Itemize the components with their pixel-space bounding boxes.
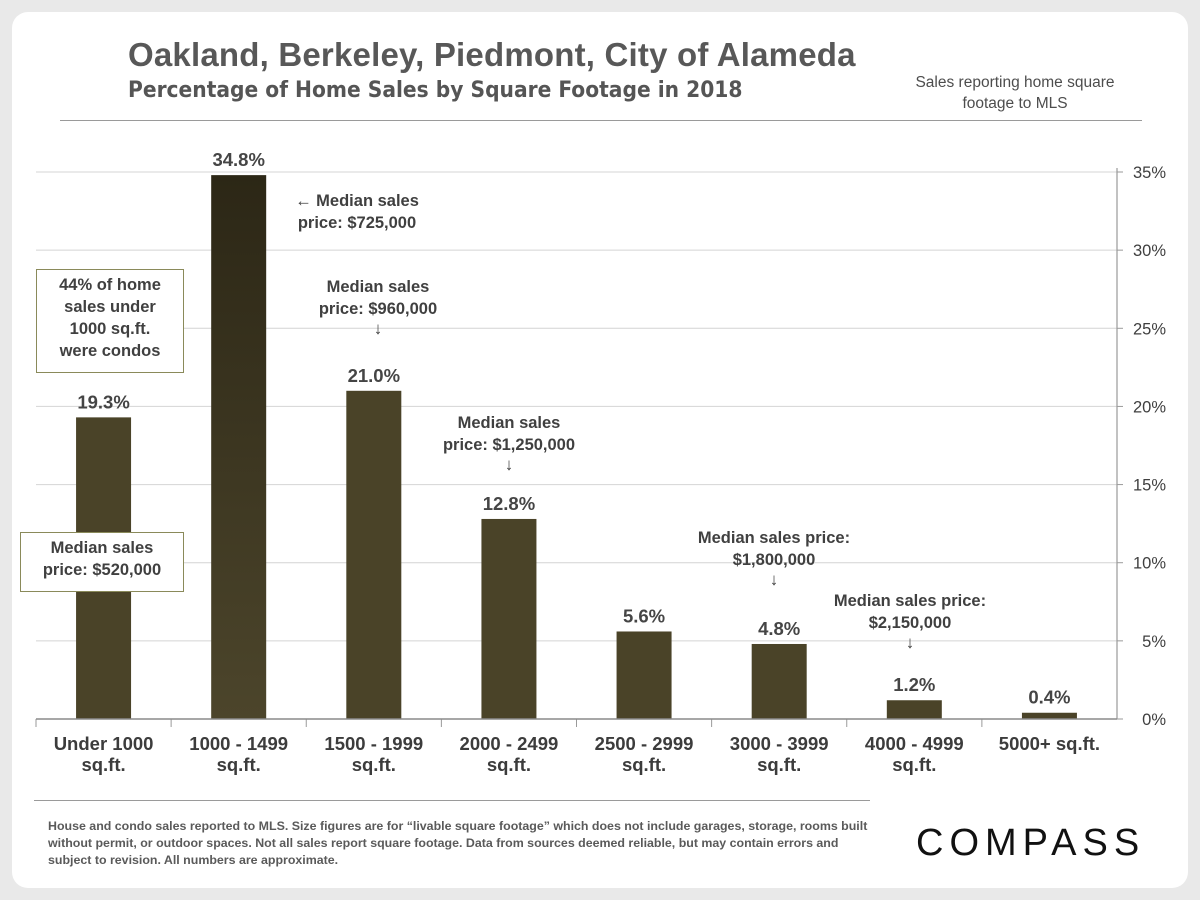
- y-tick-label: 20%: [1133, 398, 1166, 416]
- median-line: price: $960,000: [318, 300, 438, 318]
- x-tick-label: 2500 - 2999: [595, 733, 694, 754]
- bar-value-label: 5.6%: [623, 605, 665, 626]
- median-line: Median sales: [457, 414, 561, 432]
- chart-card: [12, 12, 1188, 888]
- bar: [751, 643, 807, 719]
- x-tick-label: 1000 - 1499: [189, 733, 288, 754]
- median-2000-2499-note: Median sales price: $1,250,000 ↓: [424, 412, 594, 474]
- chart-title: Oakland, Berkeley, Piedmont, City of Ala…: [128, 36, 856, 73]
- down-arrow-icon: ↓: [373, 319, 383, 338]
- x-tick-label: sq.ft.: [487, 754, 531, 775]
- median-line: $2,150,000: [868, 614, 952, 632]
- x-tick-label: sq.ft.: [352, 754, 396, 775]
- median-3000-3999-note: Median sales price: $1,800,000 ↓: [682, 527, 866, 589]
- y-tick-label: 5%: [1142, 633, 1166, 651]
- median-1500-1999-note: Median sales price: $960,000 ↓: [298, 276, 458, 338]
- title-divider: [60, 120, 1142, 121]
- y-tick-label: 25%: [1133, 320, 1166, 338]
- median-line: price: $725,000: [297, 214, 417, 232]
- bar-value-label: 19.3%: [77, 391, 129, 412]
- median-line: Median sales: [326, 278, 430, 296]
- condos-note-line: were condos: [59, 342, 161, 360]
- bar-value-label: 0.4%: [1028, 687, 1070, 708]
- bar-value-label: 21.0%: [348, 365, 400, 386]
- median-line: Median sales: [50, 539, 154, 557]
- y-tick-label: 35%: [1133, 164, 1166, 182]
- x-tick-label: sq.ft.: [622, 754, 666, 775]
- x-tick-label: sq.ft.: [757, 754, 801, 775]
- footnote-divider: [34, 800, 870, 801]
- x-tick-label: 4000 - 4999: [865, 733, 964, 754]
- x-tick-label: Under 1000: [54, 733, 154, 754]
- bar: [481, 518, 537, 719]
- median-line: Median sales price:: [833, 592, 987, 610]
- y-tick-label: 15%: [1133, 477, 1166, 495]
- x-tick-label: sq.ft.: [892, 754, 936, 775]
- down-arrow-icon: ↓: [905, 633, 915, 652]
- x-tick-label: sq.ft.: [217, 754, 261, 775]
- condos-note-line: 44% of home: [59, 276, 161, 294]
- median-line: Median sales price:: [697, 529, 851, 547]
- bar-value-label: 1.2%: [893, 674, 935, 695]
- x-tick-label: 2000 - 2499: [460, 733, 559, 754]
- median-line: $1,800,000: [732, 551, 816, 569]
- chart-subtitle: Percentage of Home Sales by Square Foota…: [128, 77, 743, 103]
- bar-value-label: 12.8%: [483, 493, 535, 514]
- median-1000-1499-note: ← Median sales price: $725,000: [284, 190, 430, 234]
- bar: [211, 175, 267, 719]
- footnote: House and condo sales reported to MLS. S…: [48, 819, 868, 867]
- x-tick-label: sq.ft.: [81, 754, 125, 775]
- bar: [1021, 712, 1077, 719]
- condos-note-line: 1000 sq.ft.: [69, 320, 151, 338]
- y-tick-label: 30%: [1133, 242, 1166, 260]
- x-tick-label: 3000 - 3999: [730, 733, 829, 754]
- x-tick-label: 5000+ sq.ft.: [999, 733, 1100, 754]
- bar-value-label: 4.8%: [758, 618, 800, 639]
- median-4000-4999-note: Median sales price: $2,150,000 ↓: [818, 590, 1002, 652]
- down-arrow-icon: ↓: [504, 455, 514, 474]
- y-tick-label: 10%: [1133, 555, 1166, 573]
- bar: [346, 390, 402, 719]
- down-arrow-icon: ↓: [769, 570, 779, 589]
- median-line: ← Median sales: [295, 192, 419, 210]
- bar-value-label: 34.8%: [212, 149, 264, 170]
- bar: [616, 631, 672, 719]
- condos-note-line: sales under: [64, 298, 156, 316]
- median-line: price: $1,250,000: [442, 436, 576, 454]
- y-tick-label: 0%: [1142, 711, 1166, 729]
- bar: [886, 700, 942, 719]
- median-under-1000-box: Median sales price: $520,000: [20, 532, 184, 592]
- corner-note: Sales reporting home square footage to M…: [915, 74, 1115, 112]
- compass-logo: COMPASS: [916, 822, 1146, 864]
- median-line: price: $520,000: [42, 561, 162, 579]
- condos-note-box: 44% of home sales under 1000 sq.ft. were…: [36, 269, 184, 373]
- x-tick-label: 1500 - 1999: [324, 733, 423, 754]
